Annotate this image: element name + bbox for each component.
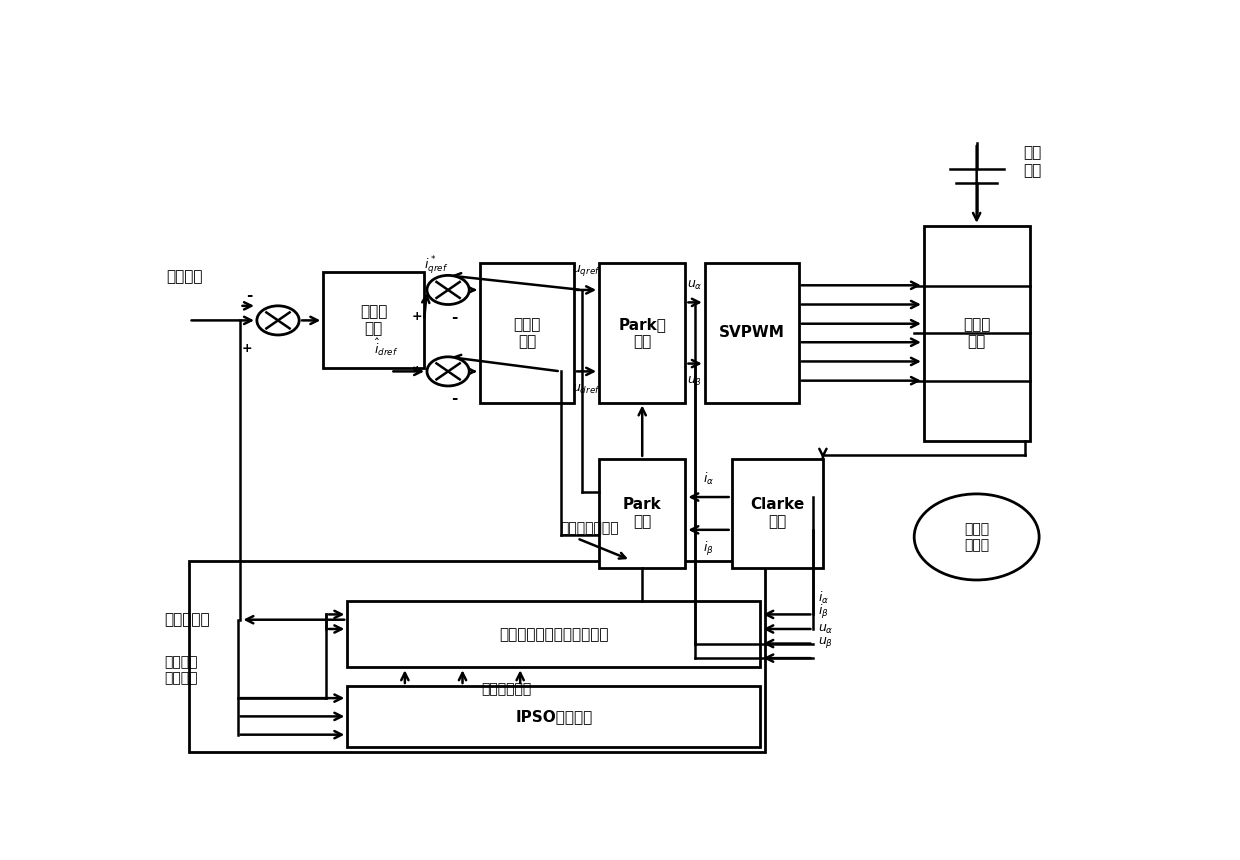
Text: $i_\alpha$: $i_\alpha$ [818, 590, 830, 606]
Text: +: + [242, 341, 252, 354]
Text: Park逆
变换: Park逆 变换 [619, 316, 666, 349]
FancyBboxPatch shape [347, 686, 760, 746]
Text: Park
变换: Park 变换 [622, 497, 662, 530]
Text: $i^*_{qref}$: $i^*_{qref}$ [424, 255, 448, 277]
Text: 给定转速: 给定转速 [166, 269, 203, 284]
Text: $i_\beta$: $i_\beta$ [703, 540, 714, 558]
Text: 转子位置估计值: 转子位置估计值 [560, 521, 619, 535]
Text: 电流调
节器: 电流调 节器 [513, 316, 541, 349]
Text: 三相逆
变桥: 三相逆 变桥 [963, 317, 991, 349]
Text: $u_{qref}$: $u_{qref}$ [572, 263, 601, 278]
Circle shape [427, 357, 469, 386]
Text: $u_\beta$: $u_\beta$ [687, 374, 703, 390]
Text: -: - [451, 310, 458, 325]
FancyBboxPatch shape [347, 601, 760, 667]
Text: 定子电流
估计误差: 定子电流 估计误差 [165, 655, 198, 685]
Text: $u_\alpha$: $u_\alpha$ [687, 279, 703, 292]
Text: $i_\alpha$: $i_\alpha$ [703, 471, 714, 487]
Text: IPSO参数辨识: IPSO参数辨识 [515, 709, 593, 724]
Text: $u_{dref}$: $u_{dref}$ [572, 384, 601, 396]
FancyBboxPatch shape [480, 263, 574, 402]
Text: -: - [451, 391, 458, 406]
FancyBboxPatch shape [704, 263, 799, 402]
Text: $i_\beta$: $i_\beta$ [818, 603, 828, 621]
Circle shape [914, 494, 1039, 580]
FancyBboxPatch shape [599, 263, 686, 402]
Text: SVPWM: SVPWM [719, 325, 785, 341]
Text: $u_\beta$: $u_\beta$ [818, 636, 833, 650]
Circle shape [427, 275, 469, 304]
Text: 直流
电源: 直流 电源 [1023, 145, 1042, 178]
FancyBboxPatch shape [732, 458, 823, 568]
Text: Clarke
变换: Clarke 变换 [750, 497, 805, 530]
Text: -: - [246, 288, 252, 304]
Text: +: + [412, 310, 422, 322]
Text: $\hat{i}_{dref}$: $\hat{i}_{dref}$ [374, 337, 398, 358]
FancyBboxPatch shape [924, 225, 1029, 441]
FancyBboxPatch shape [324, 272, 424, 368]
Text: $u_\alpha$: $u_\alpha$ [818, 623, 833, 636]
Text: 更新电机参数: 更新电机参数 [481, 682, 532, 696]
Text: 转速估计值: 转速估计值 [165, 612, 211, 627]
FancyBboxPatch shape [599, 458, 686, 568]
Text: 无刷直
流电机: 无刷直 流电机 [963, 522, 990, 552]
Text: 改进的滑模位置和速度估计: 改进的滑模位置和速度估计 [498, 627, 609, 642]
Text: +: + [412, 364, 422, 377]
Text: 转速调
节器: 转速调 节器 [360, 304, 387, 336]
Circle shape [257, 306, 299, 335]
